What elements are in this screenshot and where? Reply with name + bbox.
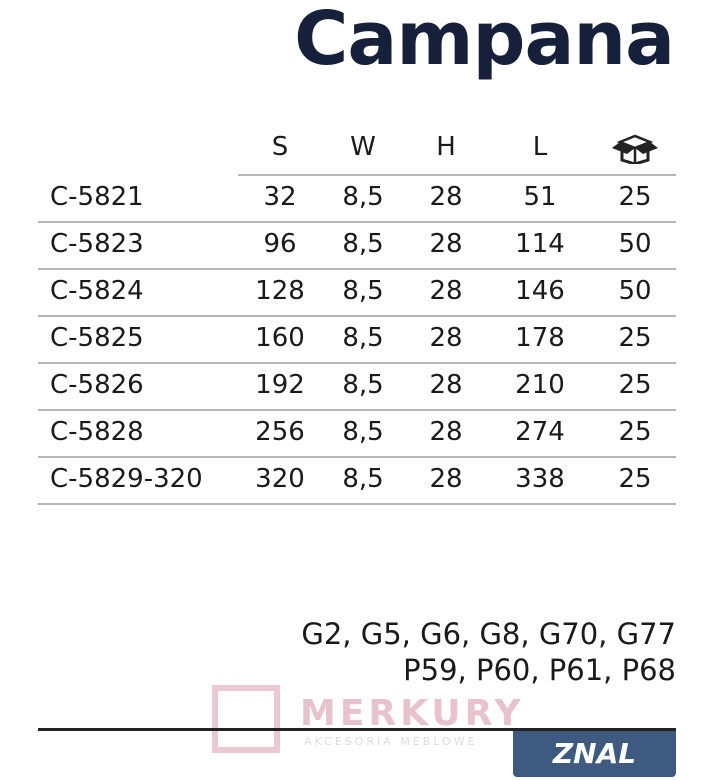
model-code: C-5823	[50, 229, 144, 259]
table-row: C-5828 256 8,5 28 274 25	[38, 409, 676, 458]
cell-value: 160	[255, 323, 305, 353]
cell-value: 50	[618, 229, 652, 259]
cell-value: 8,5	[342, 182, 384, 212]
cell-value: 320	[255, 464, 305, 494]
cell-value: 51	[523, 182, 557, 212]
table-row: C-5821 32 8,5 28 51 25	[38, 174, 676, 223]
watermark-sub: AKCESORIA MEBLOWE	[304, 735, 478, 748]
table-row: C-5826 192 8,5 28 210 25	[38, 362, 676, 411]
header-s: S	[271, 132, 289, 162]
cell-value: 25	[618, 417, 652, 447]
cell-value: 210	[515, 370, 565, 400]
model-code: C-5829-320	[50, 464, 203, 494]
cell-value: 28	[429, 182, 463, 212]
finish-codes-line: G2, G5, G6, G8, G70, G77	[301, 617, 676, 651]
cell-value: 50	[618, 276, 652, 306]
cell-value: 114	[515, 229, 565, 259]
table-header: S W H L	[38, 124, 676, 171]
finish-badge: ZNAL	[513, 731, 676, 777]
cell-value: 8,5	[342, 229, 384, 259]
cell-value: 32	[263, 182, 297, 212]
finish-codes: G2, G5, G6, G8, G70, G77 P59, P60, P61, …	[301, 616, 676, 688]
table-row: C-5824 128 8,5 28 146 50	[38, 268, 676, 317]
header-h: H	[436, 132, 456, 162]
cell-value: 8,5	[342, 464, 384, 494]
cell-value: 28	[429, 417, 463, 447]
box-icon	[595, 132, 675, 171]
cell-value: 274	[515, 417, 565, 447]
cell-value: 25	[618, 464, 652, 494]
cell-value: 8,5	[342, 276, 384, 306]
product-title: Campana	[294, 0, 675, 82]
model-code: C-5828	[50, 417, 144, 447]
cell-value: 338	[515, 464, 565, 494]
cell-value: 28	[429, 464, 463, 494]
model-code: C-5821	[50, 182, 144, 212]
cell-value: 128	[255, 276, 305, 306]
cell-value: 25	[618, 370, 652, 400]
table-row: C-5823 96 8,5 28 114 50	[38, 221, 676, 270]
model-code: C-5825	[50, 323, 144, 353]
finish-codes-line: P59, P60, P61, P68	[403, 653, 676, 687]
cell-value: 25	[618, 182, 652, 212]
table-row: C-5829-320 320 8,5 28 338 25	[38, 456, 676, 505]
cell-value: 8,5	[342, 323, 384, 353]
model-code: C-5826	[50, 370, 144, 400]
cell-value: 8,5	[342, 370, 384, 400]
cell-value: 28	[429, 229, 463, 259]
header-l: L	[532, 132, 548, 162]
watermark-name: MERKURY	[300, 693, 525, 734]
bottom-rule	[38, 728, 676, 731]
merkury-logo-icon	[212, 685, 280, 753]
header-divider	[238, 174, 676, 176]
table-row: C-5825 160 8,5 28 178 25	[38, 315, 676, 364]
cell-value: 178	[515, 323, 565, 353]
model-code: C-5824	[50, 276, 144, 306]
cell-value: 28	[429, 323, 463, 353]
cell-value: 96	[263, 229, 297, 259]
cell-value: 192	[255, 370, 305, 400]
cell-value: 8,5	[342, 417, 384, 447]
cell-value: 28	[429, 276, 463, 306]
cell-value: 256	[255, 417, 305, 447]
cell-value: 28	[429, 370, 463, 400]
header-w: W	[350, 132, 376, 162]
cell-value: 25	[618, 323, 652, 353]
cell-value: 146	[515, 276, 565, 306]
